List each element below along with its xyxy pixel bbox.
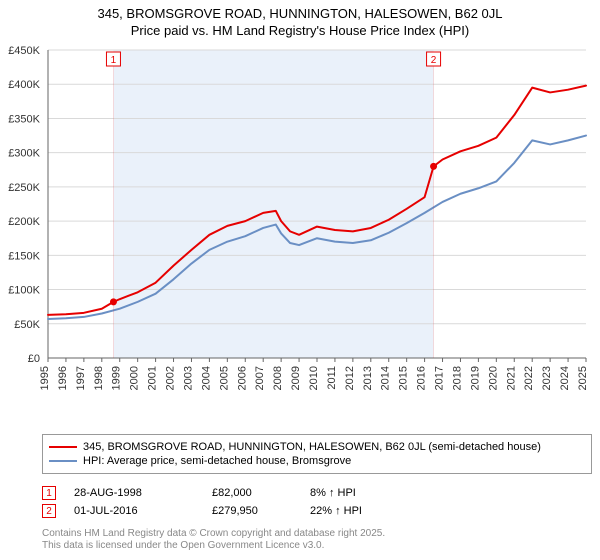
marker-table-id: 2 bbox=[42, 504, 56, 518]
license-line-1: Contains HM Land Registry data © Crown c… bbox=[42, 528, 385, 540]
marker-table-delta: 22% ↑ HPI bbox=[310, 505, 400, 517]
x-tick-label: 1996 bbox=[57, 366, 69, 390]
legend-row: 345, BROMSGROVE ROAD, HUNNINGTON, HALESO… bbox=[49, 441, 585, 453]
x-tick-label: 2003 bbox=[182, 366, 194, 390]
marker-table-date: 01-JUL-2016 bbox=[74, 505, 194, 517]
title-subtitle: Price paid vs. HM Land Registry's House … bbox=[0, 23, 600, 38]
x-tick-label: 2012 bbox=[344, 366, 356, 390]
x-tick-label: 2010 bbox=[308, 366, 320, 390]
legend-swatch bbox=[49, 446, 77, 448]
x-tick-label: 2015 bbox=[398, 366, 410, 390]
chart-container: 345, BROMSGROVE ROAD, HUNNINGTON, HALESO… bbox=[0, 0, 600, 560]
x-tick-label: 1995 bbox=[39, 366, 51, 390]
x-tick-label: 2006 bbox=[236, 366, 248, 390]
x-tick-label: 2025 bbox=[577, 366, 589, 390]
marker-table-id: 1 bbox=[42, 486, 56, 500]
license-text: Contains HM Land Registry data © Crown c… bbox=[42, 528, 385, 552]
x-tick-label: 2002 bbox=[165, 366, 177, 390]
y-tick-label: £0 bbox=[28, 353, 40, 365]
y-tick-label: £150K bbox=[8, 250, 40, 262]
x-tick-label: 1999 bbox=[111, 366, 123, 390]
x-tick-label: 2023 bbox=[541, 366, 553, 390]
x-tick-label: 2005 bbox=[218, 366, 230, 390]
x-tick-label: 2014 bbox=[380, 366, 392, 390]
x-tick-label: 2019 bbox=[469, 366, 481, 390]
legend-label: HPI: Average price, semi-detached house,… bbox=[83, 455, 351, 467]
marker-table-price: £82,000 bbox=[212, 487, 292, 499]
x-tick-label: 1998 bbox=[93, 366, 105, 390]
title-address: 345, BROMSGROVE ROAD, HUNNINGTON, HALESO… bbox=[0, 6, 600, 21]
y-tick-label: £50K bbox=[14, 319, 40, 331]
x-tick-label: 2018 bbox=[451, 366, 463, 390]
marker-table-delta: 8% ↑ HPI bbox=[310, 487, 400, 499]
x-tick-label: 2013 bbox=[362, 366, 374, 390]
y-tick-label: £200K bbox=[8, 216, 40, 228]
marker-table: 1 28-AUG-1998 £82,000 8% ↑ HPI 2 01-JUL-2016 £… bbox=[42, 482, 592, 522]
y-tick-label: £100K bbox=[8, 285, 40, 297]
legend-row: HPI: Average price, semi-detached house,… bbox=[49, 455, 585, 467]
x-tick-label: 2022 bbox=[523, 366, 535, 390]
chart-area: £0£50K£100K£150K£200K£250K£300K£350K£400… bbox=[42, 44, 592, 404]
y-tick-label: £450K bbox=[8, 45, 40, 57]
x-tick-label: 2024 bbox=[559, 366, 571, 390]
x-tick-label: 2011 bbox=[326, 366, 338, 390]
x-tick-label: 2001 bbox=[147, 366, 159, 390]
x-tick-label: 2016 bbox=[416, 366, 428, 390]
y-tick-label: £250K bbox=[8, 182, 40, 194]
marker-label-1: 1 bbox=[111, 55, 117, 66]
x-tick-label: 2020 bbox=[487, 366, 499, 390]
x-tick-label: 2017 bbox=[434, 366, 446, 390]
legend-label: 345, BROMSGROVE ROAD, HUNNINGTON, HALESO… bbox=[83, 441, 541, 453]
x-tick-label: 2000 bbox=[129, 366, 141, 390]
x-tick-label: 2008 bbox=[272, 366, 284, 390]
legend: 345, BROMSGROVE ROAD, HUNNINGTON, HALESO… bbox=[42, 434, 592, 474]
x-tick-label: 2009 bbox=[290, 366, 302, 390]
marker-table-date: 28-AUG-1998 bbox=[74, 487, 194, 499]
title-block: 345, BROMSGROVE ROAD, HUNNINGTON, HALESO… bbox=[0, 0, 600, 38]
marker-label-2: 2 bbox=[431, 55, 437, 66]
legend-swatch bbox=[49, 460, 77, 462]
x-tick-label: 1997 bbox=[75, 366, 87, 390]
y-tick-label: £350K bbox=[8, 113, 40, 125]
y-tick-label: £300K bbox=[8, 148, 40, 160]
y-tick-label: £400K bbox=[8, 79, 40, 91]
marker-table-price: £279,950 bbox=[212, 505, 292, 517]
marker-table-row: 2 01-JUL-2016 £279,950 22% ↑ HPI bbox=[42, 504, 592, 518]
marker-table-row: 1 28-AUG-1998 £82,000 8% ↑ HPI bbox=[42, 486, 592, 500]
x-tick-label: 2021 bbox=[505, 366, 517, 390]
license-line-2: This data is licensed under the Open Gov… bbox=[42, 540, 385, 552]
shaded-band bbox=[113, 50, 433, 358]
x-tick-label: 2007 bbox=[254, 366, 266, 390]
x-tick-label: 2004 bbox=[200, 366, 212, 390]
chart-svg: £0 £50K £100K £150K £200K £250K £300K £350K £400… bbox=[2, 44, 592, 404]
